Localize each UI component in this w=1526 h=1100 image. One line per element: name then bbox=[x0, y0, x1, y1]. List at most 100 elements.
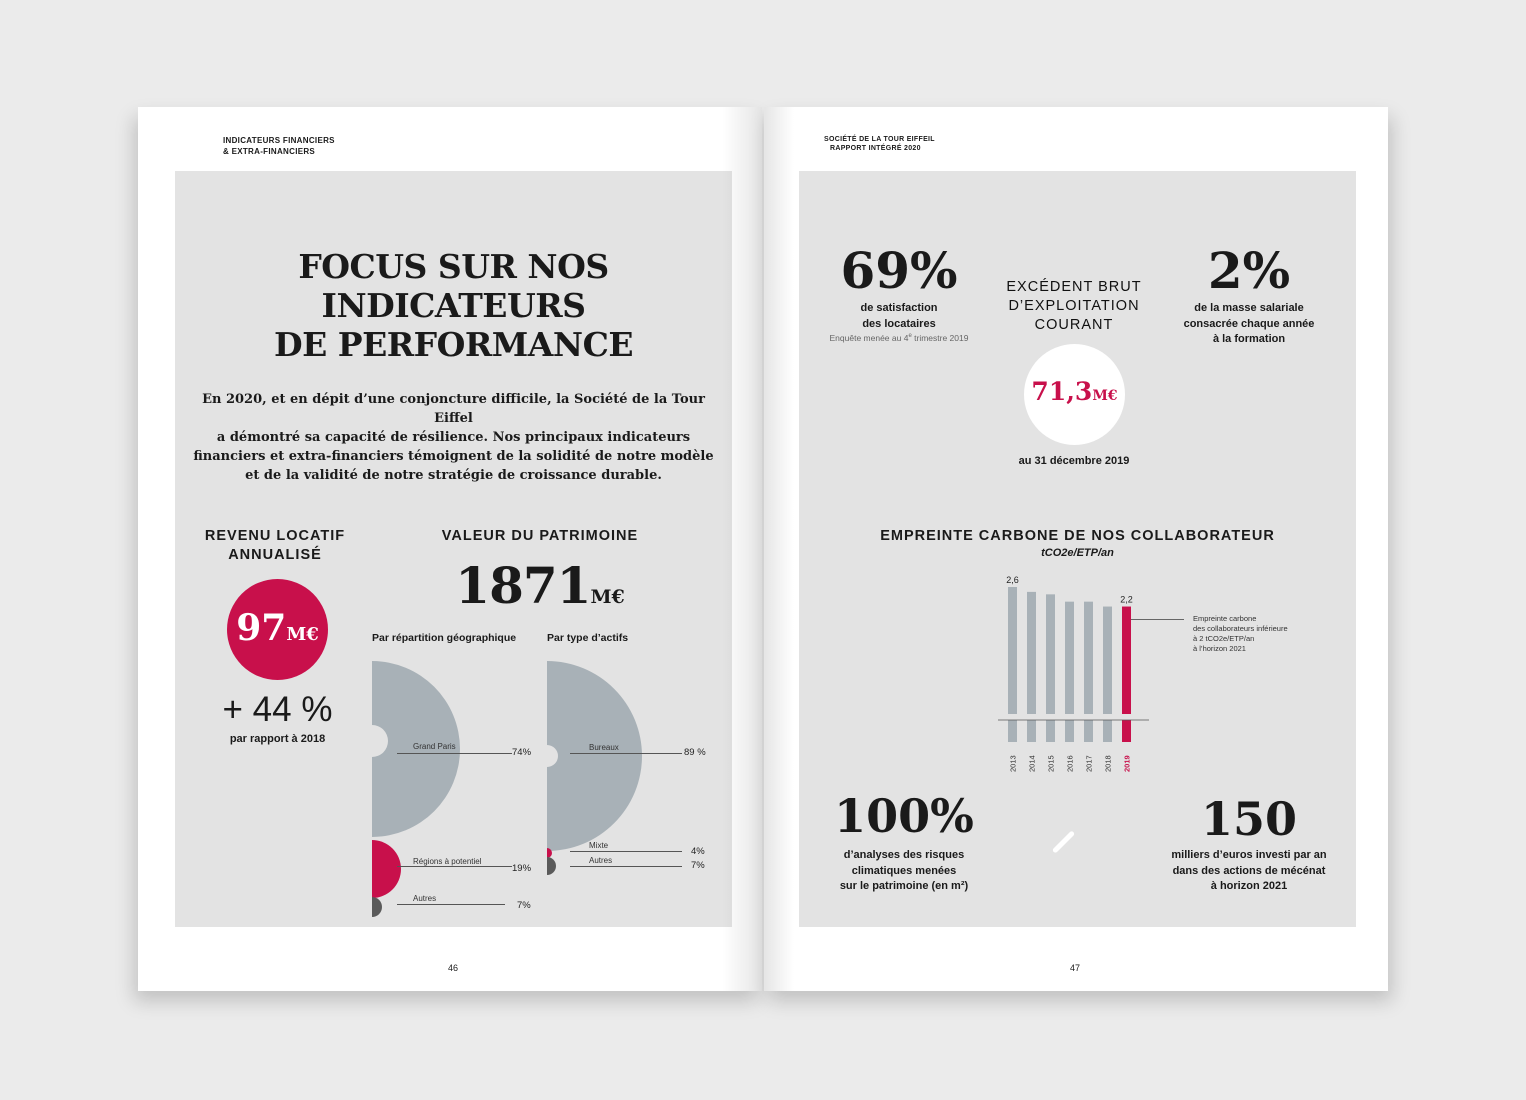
carbon-data-label-2019: 2,2 bbox=[1120, 595, 1133, 605]
patrimoine-value: 1871 bbox=[455, 556, 591, 615]
ebe-heading-line1: EXCÉDENT BRUT bbox=[1006, 279, 1142, 295]
risques-caption-line3: sur le patrimoine (en m²) bbox=[839, 880, 969, 892]
decorative-slash bbox=[1051, 830, 1076, 854]
intro-line3: financiers et extra-financiers témoignen… bbox=[193, 449, 714, 464]
mecenat-caption-line2: dans des actions de mécénat bbox=[1172, 864, 1326, 877]
geo-leader-2 bbox=[397, 866, 512, 867]
revenu-value-wrap: 97M€ bbox=[227, 607, 328, 649]
ebe-value-wrap: 71,3M€ bbox=[1024, 377, 1125, 406]
asset-chart-title: Par type d’actifs bbox=[547, 632, 629, 644]
carbon-tick-2018: 2018 bbox=[1104, 755, 1113, 772]
title-line3: DE PERFORMANCE bbox=[274, 325, 633, 364]
patrimoine-unit: M€ bbox=[590, 586, 625, 608]
carbon-chart: 2013 2,6 2014 2015 2016 2017 2018 2019 2,2 bbox=[998, 575, 1184, 772]
carbon-bar-stub-2013 bbox=[1008, 720, 1017, 742]
intro-line1: En 2020, et en dépit d’une conjoncture d… bbox=[202, 392, 705, 426]
carbon-bar-stub-2015 bbox=[1046, 720, 1055, 742]
right-header-line2: RAPPORT INTÉGRÉ 2020 bbox=[830, 145, 921, 152]
right-page: SOCIÉTÉ DE LA TOUR EIFFEIL RAPPORT INTÉG… bbox=[764, 107, 1388, 991]
carbon-tick-2017: 2017 bbox=[1085, 755, 1094, 772]
satisfaction-note-post: trimestre 2019 bbox=[911, 333, 969, 343]
satisfaction-caption-line1: de satisfaction bbox=[860, 302, 938, 314]
geo-pct-grand-paris: 74% bbox=[512, 747, 532, 758]
carbon-annotation-line4: à l’horizon 2021 bbox=[1193, 644, 1246, 653]
revenu-growth: + 44 % bbox=[222, 690, 333, 729]
asset-slice-bureaux bbox=[547, 661, 642, 851]
ebe-value: 71,3 bbox=[1031, 377, 1093, 406]
mecenat-value: 150 bbox=[1200, 792, 1298, 846]
ebe-unit: M€ bbox=[1092, 388, 1118, 404]
carbon-bar-stub-2019 bbox=[1122, 720, 1131, 742]
mecenat-caption-line3: à horizon 2021 bbox=[1210, 880, 1288, 892]
asset-label-bureaux: Bureaux bbox=[589, 743, 619, 752]
geo-pct-autres: 7% bbox=[517, 900, 531, 911]
ebe-circle: 71,3M€ bbox=[1024, 344, 1125, 445]
carbon-bar-stub-2017 bbox=[1084, 720, 1093, 742]
carbon-tick-2016: 2016 bbox=[1066, 755, 1075, 772]
revenu-circle: 97M€ bbox=[227, 579, 328, 680]
risques-caption-line1: d’analyses des risques bbox=[843, 849, 965, 861]
satisfaction-note: Enquête menée au 4e trimestre 2019 bbox=[809, 333, 989, 343]
revenu-heading-line2: ANNUALISÉ bbox=[228, 547, 322, 563]
carbon-bar-2015 bbox=[1046, 594, 1055, 714]
formation-caption-line2: consacrée chaque année bbox=[1183, 317, 1315, 330]
carbon-bar-2013 bbox=[1008, 587, 1017, 714]
formation-caption: de la masse salariale consacrée chaque a… bbox=[1159, 301, 1339, 348]
page-number-left: 46 bbox=[447, 963, 458, 973]
spine-shadow-left bbox=[722, 107, 762, 991]
carbon-bar-2018 bbox=[1103, 606, 1112, 714]
geo-pct-regions: 19% bbox=[512, 863, 532, 874]
ebe-heading: EXCÉDENT BRUT D’EXPLOITATION COURANT bbox=[989, 278, 1159, 335]
revenu-heading: REVENU LOCATIF ANNUALISÉ bbox=[195, 527, 355, 565]
risques-caption: d’analyses des risques climatiques menée… bbox=[809, 848, 999, 895]
carbon-annotation: Empreinte carbone des collaborateurs inf… bbox=[1193, 614, 1288, 654]
revenu-growth-caption: par rapport à 2018 bbox=[229, 733, 326, 745]
asset-leader-3 bbox=[570, 866, 682, 867]
carbon-tick-2019: 2019 bbox=[1123, 755, 1132, 772]
risques-caption-line2: climatiques menées bbox=[851, 864, 957, 877]
asset-pct-bureaux: 89 % bbox=[684, 747, 706, 758]
asset-pct-autres: 7% bbox=[691, 860, 705, 871]
carbon-tick-2015: 2015 bbox=[1047, 755, 1056, 772]
page-title: FOCUS SUR NOS INDICATEURS DE PERFORMANCE bbox=[175, 247, 732, 364]
ebe-caption: au 31 décembre 2019 bbox=[1018, 455, 1130, 467]
carbon-heading: EMPREINTE CARBONE DE NOS COLLABORATEUR bbox=[880, 528, 1275, 544]
carbon-bar-stub-2016 bbox=[1065, 720, 1074, 742]
intro-line4: et de la validité de notre stratégie de … bbox=[245, 468, 662, 483]
mecenat-caption-line1: milliers d’euros investi par an bbox=[1171, 849, 1327, 861]
asset-label-mixte: Mixte bbox=[589, 841, 609, 850]
geo-label-autres: Autres bbox=[413, 894, 437, 903]
intro-paragraph: En 2020, et en dépit d’une conjoncture d… bbox=[193, 390, 714, 485]
carbon-annotation-line1: Empreinte carbone bbox=[1193, 614, 1257, 623]
left-header-line2: & EXTRA-FINANCIERS bbox=[223, 147, 316, 156]
geo-leader-1 bbox=[397, 753, 512, 754]
geo-chart-title: Par répartition géographique bbox=[372, 632, 517, 644]
geo-slice-autres bbox=[372, 897, 382, 917]
asset-pct-mixte: 4% bbox=[691, 846, 705, 857]
geo-leader-3 bbox=[397, 904, 505, 905]
carbon-annotation-line2: des collaborateurs inférieure bbox=[1193, 624, 1288, 633]
carbon-annotation-line3: à 2 tCO2e/ETP/an bbox=[1193, 634, 1255, 643]
risques-value: 100% bbox=[834, 789, 974, 843]
carbon-bar-2017 bbox=[1084, 601, 1093, 714]
geo-slice-regions bbox=[372, 840, 401, 898]
satisfaction-value: 69% bbox=[840, 241, 958, 300]
satisfaction-caption: de satisfaction des locataires bbox=[809, 301, 989, 332]
formation-value: 2% bbox=[1207, 241, 1291, 300]
carbon-tick-2013: 2013 bbox=[1009, 755, 1018, 772]
patrimoine-value-wrap: 1871M€ bbox=[420, 556, 660, 615]
geo-chart bbox=[372, 661, 460, 917]
satisfaction-caption-line2: des locataires bbox=[862, 317, 936, 330]
title-line1: FOCUS SUR NOS bbox=[298, 247, 609, 286]
mecenat-caption: milliers d’euros investi par an dans des… bbox=[1159, 848, 1339, 895]
right-header: SOCIÉTÉ DE LA TOUR EIFFEIL RAPPORT INTÉG… bbox=[824, 135, 935, 153]
ebe-heading-line2: D’EXPLOITATION bbox=[1008, 298, 1140, 314]
geo-label-regions: Régions à potentiel bbox=[413, 857, 482, 866]
carbon-bar-stub-2018 bbox=[1103, 720, 1112, 742]
left-panel: FOCUS SUR NOS INDICATEURS DE PERFORMANCE… bbox=[175, 171, 732, 927]
title-line2: INDICATEURS bbox=[321, 286, 586, 325]
ebe-heading-line3: COURANT bbox=[1034, 317, 1114, 333]
asset-slice-mixte bbox=[547, 848, 552, 858]
right-header-line1: SOCIÉTÉ DE LA TOUR EIFFEIL bbox=[824, 136, 935, 143]
geo-label-grand-paris: Grand Paris bbox=[413, 742, 456, 751]
